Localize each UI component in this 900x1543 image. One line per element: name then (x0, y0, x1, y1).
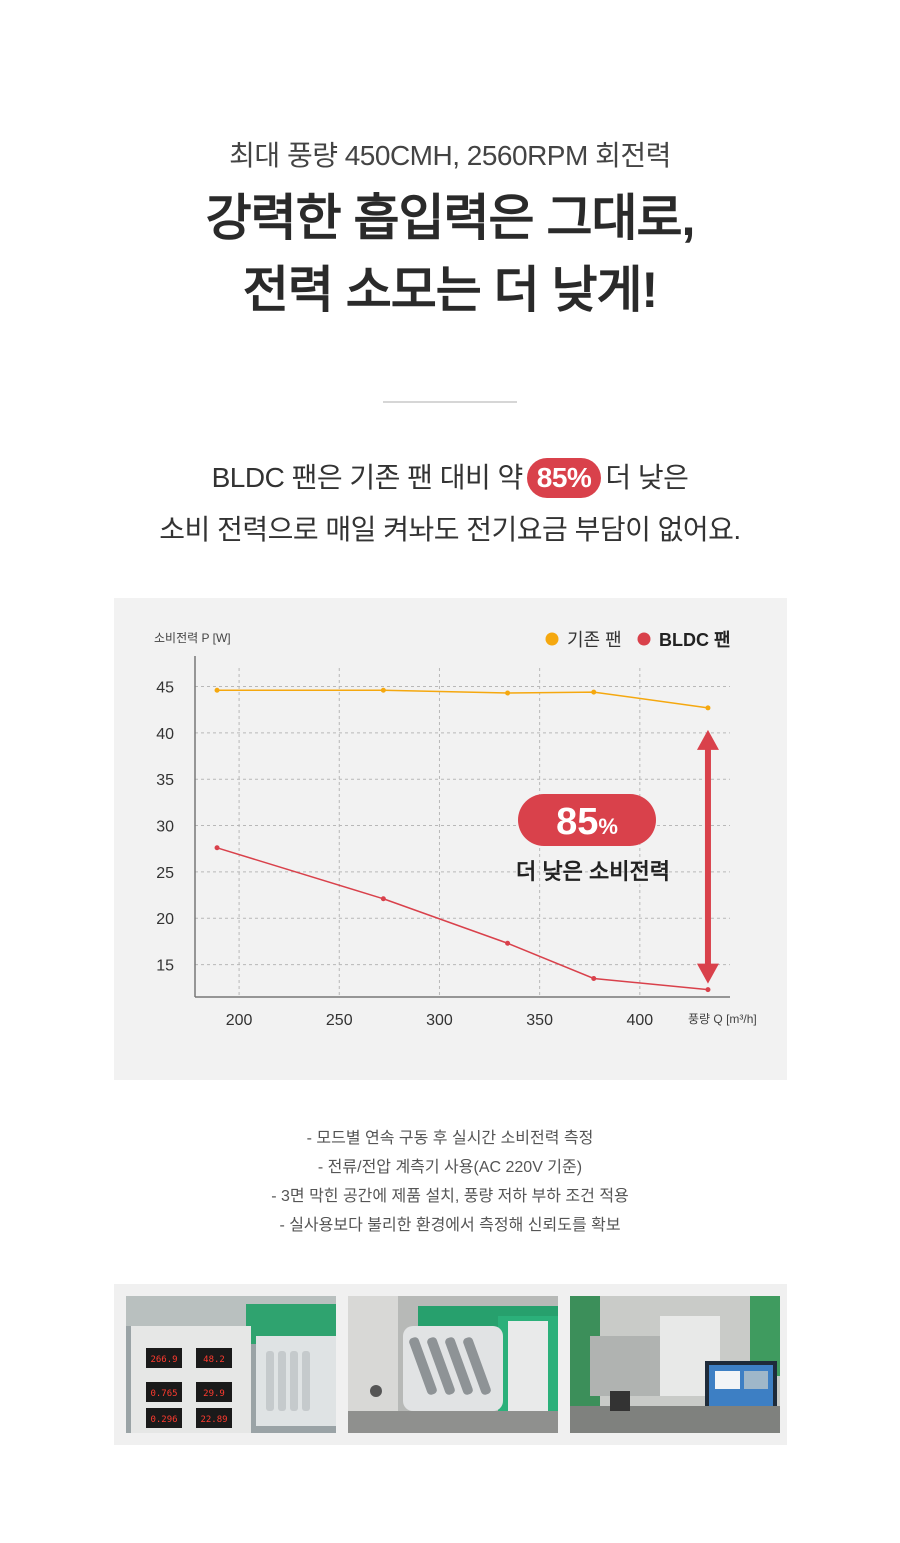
meter-display (196, 1348, 232, 1368)
legend-label: BLDC 팬 (659, 630, 731, 650)
annotation-badge (518, 794, 656, 846)
y-tick-label: 15 (156, 958, 174, 975)
legend-marker (545, 632, 559, 646)
data-point (380, 896, 386, 902)
meter-reading: 29.9 (203, 1389, 225, 1399)
x-tick-label: 200 (226, 1012, 253, 1029)
description-text-before: BLDC 팬은 기존 팬 대비 약 (211, 462, 524, 493)
photo-power-meter: 266.9 48.2 0.765 29.9 0.296 22.89 (126, 1296, 336, 1433)
data-point (705, 987, 711, 993)
y-tick-label: 45 (156, 680, 174, 697)
y-tick-label: 35 (156, 772, 174, 789)
description-line-1: BLDC 팬은 기존 팬 대비 약 85% 더 낮은 (0, 452, 900, 504)
test-photos: 266.9 48.2 0.765 29.9 0.296 22.89 (114, 1284, 787, 1445)
meter-reading: 48.2 (203, 1355, 225, 1365)
meter-reading: 22.89 (200, 1415, 227, 1425)
series-line-existing (217, 689, 709, 709)
y-tick-label: 40 (156, 726, 174, 743)
meter-reading: 0.296 (150, 1415, 177, 1425)
test-notes: - 모드별 연속 구동 후 실시간 소비전력 측정 - 전류/전압 계측기 사용… (0, 1124, 900, 1240)
x-tick-label: 300 (426, 1012, 453, 1029)
x-axis-label: 풍량 Q [m³/h] (688, 1012, 757, 1026)
page-title: 강력한 흡입력은 그대로, 전력 소모는 더 낮게! (0, 182, 900, 326)
meter-display (146, 1382, 182, 1402)
data-point (380, 687, 386, 693)
power-chart: 15 20 25 30 35 40 45 200 250 300 350 400 소비전력 P [W] 풍… (154, 630, 757, 1029)
data-point (214, 687, 220, 693)
meter-reading: 266.9 (150, 1355, 177, 1365)
note-item: - 실사용보다 불리한 환경에서 측정해 신뢰도를 확보 (279, 1217, 621, 1234)
legend-marker (637, 632, 651, 646)
description-line-2: 소비 전력으로 매일 켜놔도 전기요금 부담이 없어요. (159, 514, 741, 545)
photo-test-lab (570, 1296, 780, 1433)
meter-reading: 0.765 (150, 1389, 177, 1399)
y-tick-label: 30 (156, 819, 174, 836)
data-point (591, 975, 597, 981)
y-tick-label: 25 (156, 865, 174, 882)
arrow-head-up (696, 729, 719, 750)
description-text-after: 더 낮은 (605, 462, 689, 493)
data-point (505, 940, 511, 946)
meter-display (196, 1408, 232, 1428)
data-point (214, 845, 220, 851)
x-tick-label: 350 (526, 1012, 553, 1029)
chart-container: 15 20 25 30 35 40 45 200 250 300 350 400 소비전력 P [W] 풍… (114, 598, 787, 1080)
photo-fan-unit (348, 1296, 558, 1433)
data-point (705, 705, 711, 711)
meter-display (146, 1348, 182, 1368)
note-item: - 모드별 연속 구동 후 실시간 소비전력 측정 (306, 1130, 594, 1147)
subtitle: 최대 풍량 450CMH, 2560RPM 회전력 (229, 140, 671, 171)
x-tick-label: 250 (326, 1012, 353, 1029)
title-line-1: 강력한 흡입력은 그대로, (205, 190, 696, 246)
y-axis-label: 소비전력 P [W] (154, 631, 231, 645)
title-line-2: 전력 소모는 더 낮게! (242, 262, 658, 318)
note-item: - 전류/전압 계측기 사용(AC 220V 기준) (317, 1159, 583, 1176)
data-point (591, 689, 597, 695)
meter-display (146, 1408, 182, 1428)
x-tick-label: 400 (626, 1012, 653, 1029)
annotation-value: 85% (556, 801, 618, 843)
y-tick-label: 20 (156, 911, 174, 928)
legend-label: 기존 팬 (567, 630, 622, 650)
description: BLDC 팬은 기존 팬 대비 약 85% 더 낮은 소비 전력으로 매일 켜놔도 … (0, 452, 900, 556)
data-point (505, 690, 511, 696)
note-item: - 3면 막힌 공간에 제품 설치, 풍량 저하 부하 조건 적용 (271, 1188, 629, 1205)
arrow-head-down (696, 963, 719, 984)
annotation-text: 더 낮은 소비전력 (516, 859, 670, 884)
highlight-badge: 85% (526, 458, 602, 498)
divider (383, 401, 517, 403)
meter-display (196, 1382, 232, 1402)
